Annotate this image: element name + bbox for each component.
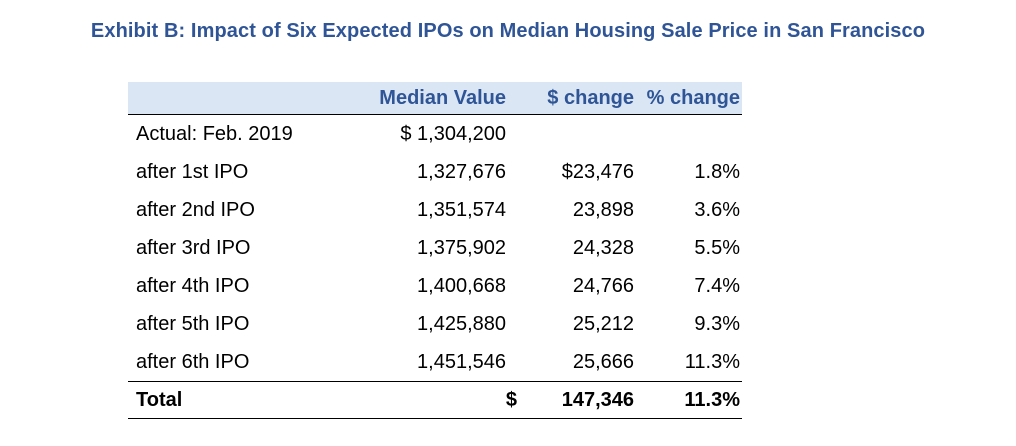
table-row: Actual: Feb. 2019 $ 1,304,200 [128, 115, 742, 153]
total-row: Total $ 147,346 11.3% [128, 381, 742, 419]
table-header-row: Median Value $ change % change [128, 82, 742, 115]
header-median-value: Median Value [379, 87, 506, 109]
data-table: Median Value $ change % change Actual: F… [128, 82, 742, 419]
row-label: after 3rd IPO [136, 237, 251, 259]
dollar-change-cell: 23,898 [572, 199, 634, 221]
median-value-cell: 1,327,676 [417, 161, 506, 183]
row-label: after 5th IPO [136, 313, 250, 335]
percent-change-cell: 9.3% [694, 313, 740, 335]
table-row: after 2nd IPO 1,351,574 23,898 3.6% [128, 191, 742, 229]
table-row: after 5th IPO 1,425,880 25,212 9.3% [128, 305, 742, 343]
table-row: after 3rd IPO 1,375,902 24,328 5.5% [128, 229, 742, 267]
median-value-cell: 1,351,574 [417, 199, 506, 221]
chart-title: Exhibit B: Impact of Six Expected IPOs o… [90, 20, 926, 42]
percent-change-cell: 11.3% [684, 351, 740, 373]
percent-change-cell: 1.8% [694, 161, 740, 183]
header-percent-change: % change [646, 87, 740, 109]
total-dollar-change: 147,346 [561, 389, 634, 411]
table-row: after 4th IPO 1,400,668 24,766 7.4% [128, 267, 742, 305]
median-value-cell: 1,375,902 [417, 237, 506, 259]
median-value-cell: 1,400,668 [417, 275, 506, 297]
row-label: after 4th IPO [136, 275, 250, 297]
table-row: after 1st IPO 1,327,676 $23,476 1.8% [128, 153, 742, 191]
row-label: after 1st IPO [136, 161, 249, 183]
total-percent-change: 11.3% [684, 389, 740, 411]
header-dollar-change: $ change [547, 87, 634, 109]
median-value-cell: $ 1,304,200 [400, 123, 506, 145]
median-value-cell: 1,425,880 [417, 313, 506, 335]
percent-change-cell: 5.5% [694, 237, 740, 259]
dollar-change-cell: 24,766 [572, 275, 634, 297]
table-row: after 6th IPO 1,451,546 25,666 11.3% [128, 343, 742, 381]
row-label: after 2nd IPO [136, 199, 255, 221]
row-label: after 6th IPO [136, 351, 250, 373]
median-value-cell: 1,451,546 [417, 351, 506, 373]
total-currency: $ [505, 389, 517, 411]
dollar-change-cell: 25,212 [572, 313, 634, 335]
dollar-change-cell: 25,666 [572, 351, 634, 373]
row-label: Actual: Feb. 2019 [136, 123, 293, 145]
total-label: Total [136, 389, 183, 411]
percent-change-cell: 3.6% [694, 199, 740, 221]
dollar-change-cell: $23,476 [561, 161, 634, 183]
dollar-change-cell: 24,328 [572, 237, 634, 259]
percent-change-cell: 7.4% [694, 275, 740, 297]
